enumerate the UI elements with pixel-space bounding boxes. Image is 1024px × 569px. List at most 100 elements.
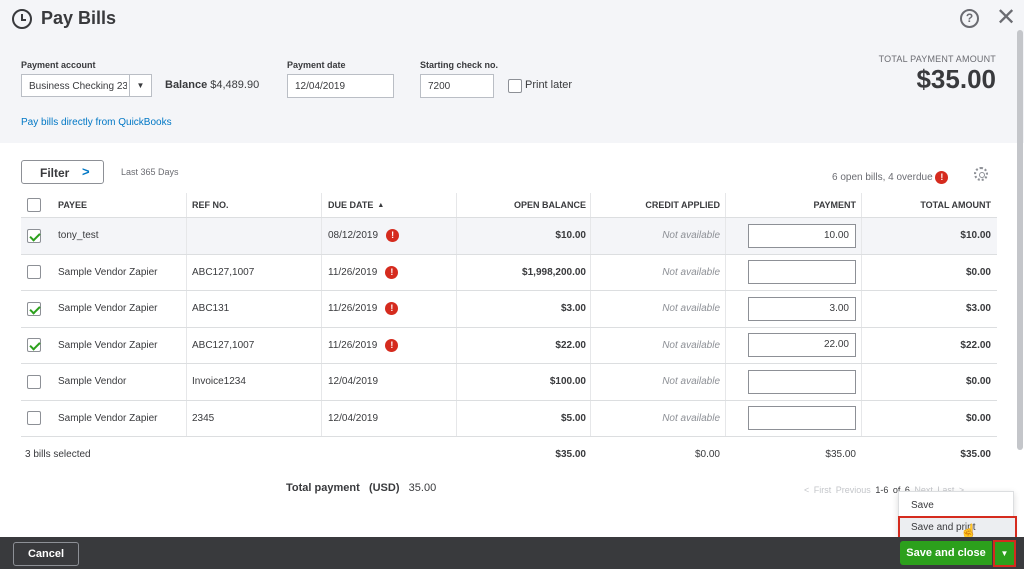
total-payment-label: Total payment — [286, 482, 360, 494]
row-checkbox[interactable] — [27, 411, 41, 426]
print-later-checkbox[interactable] — [508, 79, 522, 93]
total-amount-cell: $10.00 — [960, 230, 991, 242]
total-payment-value: 35.00 — [408, 482, 437, 494]
sort-ascending-icon: ▲ — [377, 201, 385, 209]
ref-cell: 2345 — [192, 412, 215, 424]
total-payment-amount-label: TOTAL PAYMENT AMOUNT — [878, 54, 996, 64]
open-balance-cell: $3.00 — [560, 303, 586, 315]
payment-input[interactable]: 22.00 — [748, 333, 856, 358]
due-date-text: 08/12/2019 — [328, 230, 379, 242]
payment-input[interactable]: 3.00 — [748, 296, 856, 321]
gear-icon[interactable] — [974, 167, 988, 181]
help-icon[interactable]: ? — [960, 9, 979, 28]
column-open-balance[interactable]: OPEN BALANCE — [513, 200, 586, 210]
save-and-close-button[interactable]: Save and close — [900, 541, 992, 565]
row-checkbox[interactable] — [27, 228, 41, 243]
payee-cell: Sample Vendor Zapier — [58, 339, 158, 351]
select-all-cell — [27, 193, 47, 217]
open-balance-cell: $100.00 — [549, 376, 586, 388]
table-row[interactable]: tony_test 08/12/2019! $10.00 Not availab… — [21, 218, 997, 255]
column-due-date[interactable]: DUE DATE ▲ — [328, 193, 456, 217]
header-panel: Pay Bills ? ✕ Payment account Business C… — [0, 0, 1024, 143]
payment-input[interactable]: 10.00 — [748, 223, 856, 248]
pagination-first[interactable]: < First — [804, 485, 832, 495]
open-balance-cell: $5.00 — [560, 412, 586, 424]
total-amount-cell: $3.00 — [965, 303, 991, 315]
menu-item-save[interactable]: Save — [911, 500, 934, 511]
balance-value: $4,489.90 — [210, 79, 260, 91]
payment-input[interactable] — [748, 369, 856, 394]
exclamation-circle-icon: ! — [385, 302, 399, 316]
payment-input[interactable] — [748, 260, 856, 285]
bills-selected-count: 3 bills selected — [25, 448, 91, 460]
footer-open-balance: $35.00 — [555, 448, 586, 460]
save-options-menu: Save Save and print — [898, 491, 1017, 540]
column-payment[interactable]: PAYMENT — [813, 200, 856, 210]
row-checkbox[interactable] — [27, 338, 41, 353]
column-credit-applied[interactable]: CREDIT APPLIED — [645, 200, 720, 210]
payment-account-label: Payment account — [21, 60, 96, 70]
total-amount-cell: $0.00 — [965, 266, 991, 278]
scrollbar[interactable] — [1017, 30, 1023, 450]
chevron-down-icon[interactable]: ▼ — [129, 75, 151, 96]
ref-cell: ABC131 — [192, 303, 230, 315]
due-date-text: 11/26/2019 — [328, 303, 378, 315]
credit-applied-cell: Not available — [662, 412, 720, 424]
payment-date-input[interactable]: 12/04/2019 — [287, 74, 394, 98]
column-ref-no[interactable]: REF NO. — [192, 200, 229, 210]
starting-check-input[interactable]: 7200 — [420, 74, 494, 98]
exclamation-circle-icon: ! — [386, 229, 400, 243]
due-date-text: 11/26/2019 — [328, 339, 378, 351]
open-balance-cell: $22.00 — [555, 339, 586, 351]
due-date-text: 12/04/2019 — [328, 412, 379, 424]
column-payee[interactable]: PAYEE — [58, 200, 88, 210]
currency-label: (USD) — [368, 482, 400, 494]
total-payment-summary: Total payment (USD) 35.00 — [286, 482, 436, 494]
pagination-last[interactable]: Last > — [937, 485, 965, 495]
payee-cell: Sample Vendor — [58, 376, 127, 388]
title-row: Pay Bills — [12, 8, 116, 29]
ref-cell: Invoice1234 — [192, 376, 246, 388]
exclamation-circle-icon: ! — [935, 171, 949, 184]
table-row[interactable]: Sample Vendor Zapier ABC131 11/26/2019! … — [21, 291, 997, 328]
open-balance-cell: $10.00 — [555, 230, 586, 242]
clock-refresh-icon — [12, 8, 32, 29]
cancel-button[interactable]: Cancel — [13, 542, 79, 566]
footer-payment: $35.00 — [825, 448, 856, 460]
table-footer-row: 3 bills selected $35.00 $0.00 $35.00 $35… — [21, 437, 997, 471]
open-balance-cell: $1,998,200.00 — [522, 266, 586, 278]
row-checkbox[interactable] — [27, 265, 41, 280]
filter-button-label: Filter — [40, 166, 70, 180]
pay-bills-quickbooks-link[interactable]: Pay bills directly from QuickBooks — [21, 117, 172, 128]
credit-applied-cell: Not available — [662, 266, 720, 278]
page-title: Pay Bills — [41, 8, 117, 28]
payment-account-select[interactable]: Business Checking 23 ▼ — [21, 74, 152, 97]
save-options-caret-button[interactable]: ▼ — [993, 540, 1016, 567]
table-row[interactable]: Sample Vendor Zapier ABC127,1007 11/26/2… — [21, 254, 997, 291]
balance: Balance $4,489.90 — [165, 79, 259, 91]
pagination-range: 1-6 of 6 — [875, 485, 910, 495]
credit-applied-cell: Not available — [662, 303, 720, 315]
starting-check-label: Starting check no. — [420, 60, 499, 70]
exclamation-circle-icon: ! — [385, 265, 399, 279]
column-total-amount[interactable]: TOTAL AMOUNT — [920, 200, 991, 210]
menu-item-save-and-print-label: Save and print — [911, 522, 976, 533]
select-all-checkbox[interactable] — [27, 198, 41, 212]
hand-pointer-icon: ☝ — [960, 523, 978, 539]
payee-cell: Sample Vendor Zapier — [58, 412, 158, 424]
pagination-next[interactable]: Next — [914, 485, 933, 495]
table-row[interactable]: Sample Vendor Zapier ABC127,1007 11/26/2… — [21, 327, 997, 364]
filter-button[interactable]: Filter > — [21, 160, 104, 184]
ref-cell — [192, 218, 320, 254]
payment-input[interactable] — [748, 406, 856, 431]
due-date-cell: 11/26/2019! — [328, 328, 456, 364]
credit-applied-cell: Not available — [662, 376, 720, 388]
row-checkbox[interactable] — [27, 374, 41, 389]
table-row[interactable]: Sample Vendor Invoice1234 12/04/2019 $10… — [21, 364, 997, 401]
close-icon[interactable]: ✕ — [996, 4, 1017, 31]
pagination-previous[interactable]: Previous — [835, 485, 871, 495]
open-bills-summary: 6 open bills, 4 overdue ! — [832, 171, 949, 184]
row-checkbox[interactable] — [27, 301, 41, 316]
table-row[interactable]: Sample Vendor Zapier 2345 12/04/2019 $5.… — [21, 400, 997, 437]
total-payment-amount-value: $35.00 — [916, 64, 996, 94]
